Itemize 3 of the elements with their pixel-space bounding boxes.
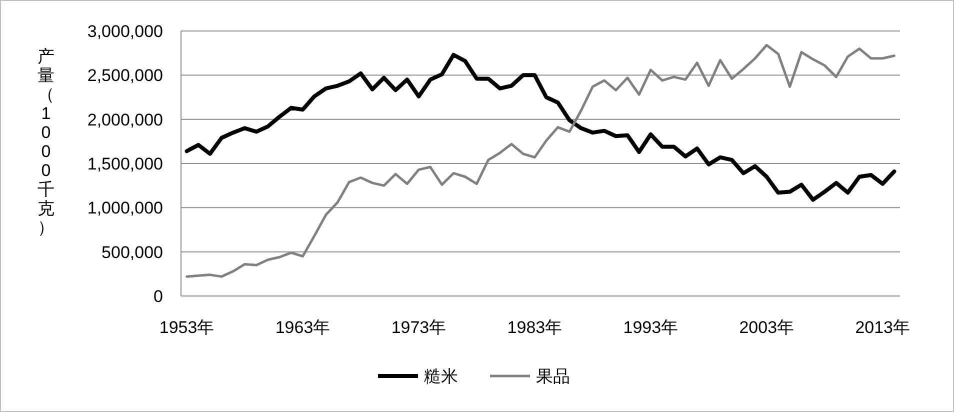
legend-label: 糙米 (424, 367, 458, 386)
ylabel: 产量（1000千克） (38, 47, 54, 237)
legend-label: 果品 (536, 367, 570, 386)
